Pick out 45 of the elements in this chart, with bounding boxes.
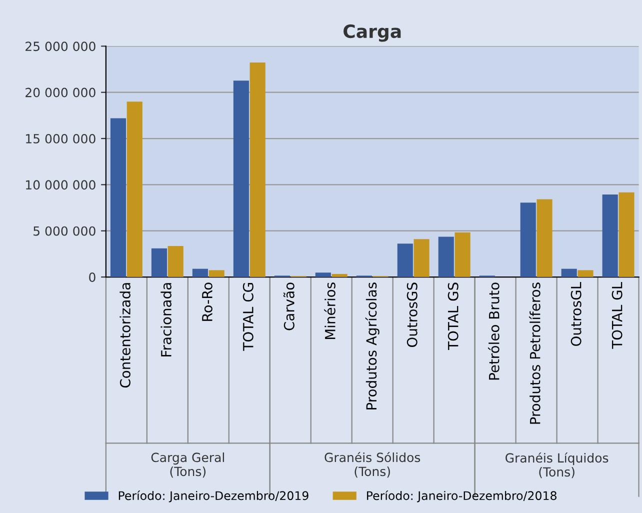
x-tick-label: Produtos Petrolíferos [529, 282, 540, 424]
x-tick-label: OutrosGL [570, 282, 582, 346]
bar [168, 246, 184, 278]
x-tick-label: Ro-Ro [202, 282, 212, 321]
legend-label: Período: Janeiro-Dezembro/2019 [118, 490, 308, 502]
bar [126, 102, 142, 278]
x-tick-label: TOTAL GL [612, 282, 622, 349]
y-tick-label: 20 000 000 [26, 88, 96, 98]
x-tick-label: TOTAL CG [242, 283, 254, 351]
x-tick-label: Fracionada [160, 283, 172, 356]
text: Granéis Líquidos (Tons) [506, 452, 608, 478]
legend-label: Período: Janeiro-Dezembro/2018 [367, 490, 556, 502]
bar [110, 118, 126, 278]
bar [192, 268, 208, 278]
bar [602, 194, 618, 278]
y-tick-label: 5 000 000 [34, 226, 96, 236]
x-tick-label: Petróleo Bruto [488, 282, 500, 380]
bar [233, 80, 249, 278]
y-tick-label: 0 [89, 272, 96, 282]
bar [397, 244, 413, 278]
bar [151, 248, 168, 278]
bar [536, 199, 552, 278]
bar [208, 270, 224, 278]
y-tick-label: 10 000 000 [26, 180, 96, 190]
x-tick-label: TOTAL GS [448, 282, 458, 350]
x-tick-label: Carvão [283, 282, 294, 330]
bar [578, 270, 594, 278]
chart-title: Carga [344, 24, 401, 42]
bar [454, 232, 470, 278]
y-tick-label: 25 000 000 [26, 42, 96, 52]
x-tick-label: Minérios [324, 282, 336, 340]
bar [332, 274, 348, 278]
y-tick-label: 15 000 000 [26, 134, 96, 144]
bar [315, 272, 331, 278]
x-tick-label: Contentorizada [120, 283, 130, 388]
x-tick-label: Produtos Agrícolas [365, 282, 380, 410]
text: Carga Geral (Tons) [151, 452, 224, 478]
x-tick-label: OutrosGS [406, 282, 418, 347]
bar [561, 268, 577, 278]
bar [250, 62, 266, 278]
bar [520, 202, 536, 278]
bar [414, 239, 430, 278]
bar [618, 192, 634, 278]
text: Granéis Sólidos (Tons) [324, 452, 420, 478]
bar [438, 236, 454, 278]
